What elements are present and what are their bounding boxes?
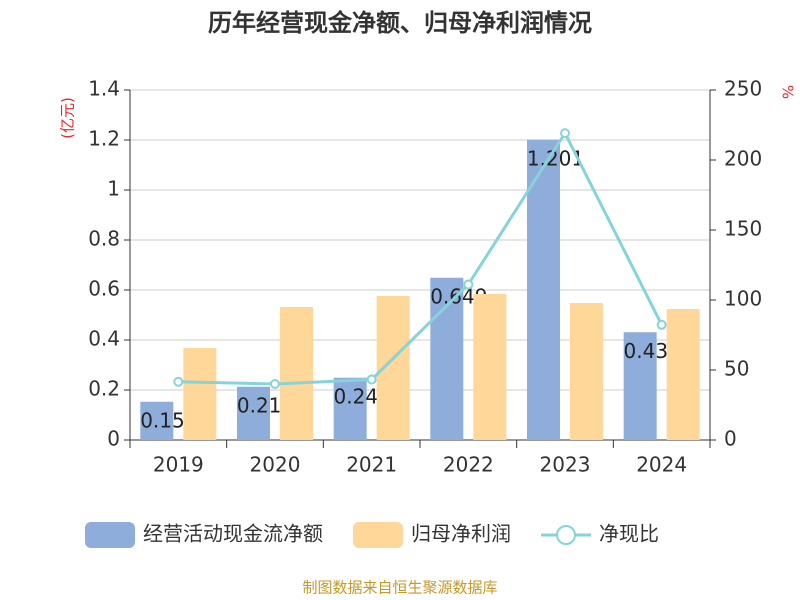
source-note: 制图数据来自恒生聚源数据库 [302, 579, 497, 597]
y2-tick-label: 50 [724, 357, 749, 381]
y2-axis-label: % [779, 85, 797, 99]
legend-swatch [85, 522, 135, 548]
bar [570, 303, 603, 440]
line-point [270, 379, 280, 389]
x-tick-label: 2020 [250, 453, 301, 477]
y2-tick-label: 0 [724, 427, 737, 451]
bar [527, 139, 560, 440]
y2-tick-label: 150 [724, 217, 762, 241]
y-tick-label: 1 [107, 177, 120, 201]
y-tick-label: 1.2 [88, 127, 120, 151]
legend-label: 净现比 [599, 522, 659, 546]
bar [280, 307, 313, 440]
line-point [366, 374, 377, 385]
line-point [173, 376, 184, 387]
legend-swatch [556, 525, 576, 545]
bar [473, 294, 507, 440]
y-tick-label: 0 [107, 427, 120, 451]
line [178, 130, 664, 386]
legend-label: 归母净利润 [411, 522, 511, 546]
y-tick-label: 0.6 [88, 277, 120, 301]
legend-label: 经营活动现金流净额 [143, 522, 323, 546]
bar [237, 386, 270, 440]
line-point [463, 279, 474, 290]
x-tick-label: 2022 [443, 453, 494, 477]
chart-title: 历年经营现金净额、归母净利润情况 [208, 9, 592, 37]
y2-tick-label: 100 [724, 287, 762, 311]
bar [666, 309, 700, 440]
y2-tick-label: 200 [724, 147, 762, 171]
y-tick-label: 0.4 [88, 327, 120, 351]
x-tick-label: 2019 [153, 453, 204, 477]
bar [623, 332, 657, 440]
y2-tick-label: 250 [724, 77, 762, 101]
x-tick-label: 2021 [346, 453, 397, 477]
y-tick-label: 0.8 [88, 227, 120, 251]
y-tick-label: 0.2 [88, 377, 120, 401]
bar [183, 348, 217, 440]
x-tick-label: 2023 [540, 453, 591, 477]
line-point [560, 128, 570, 139]
bar [333, 377, 367, 440]
y-tick-label: 1.4 [88, 77, 120, 101]
line-point [656, 319, 667, 330]
bar [140, 401, 174, 440]
x-tick-label: 2024 [636, 453, 687, 477]
legend-swatch [353, 522, 403, 548]
y-axis-label: (亿元) [59, 97, 77, 139]
